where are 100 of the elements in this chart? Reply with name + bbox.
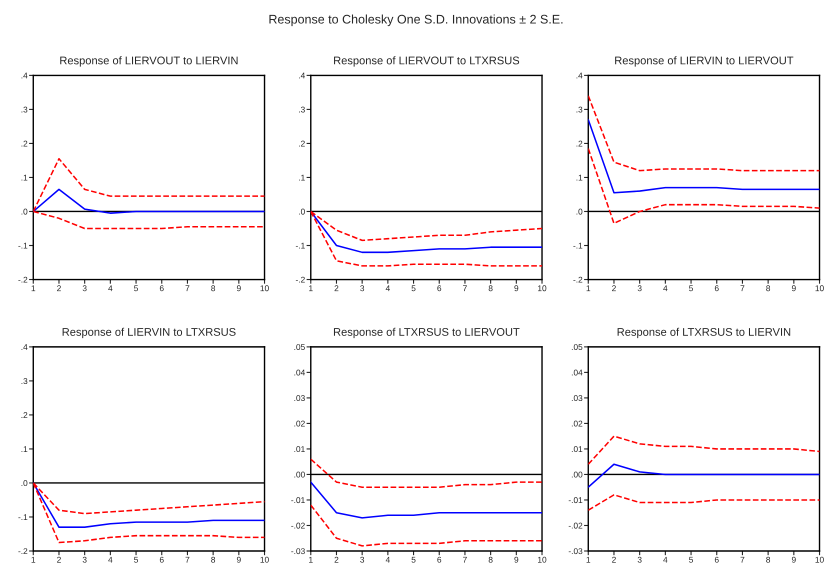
y-tick-label: -.2	[573, 276, 582, 283]
x-tick-label: 5	[134, 285, 138, 292]
y-tick-label: .03	[294, 395, 305, 402]
x-tick-label: 9	[514, 556, 518, 563]
y-tick-label: -.2	[296, 276, 305, 283]
y-tick-label: .2	[299, 140, 305, 146]
x-tick-label: 10	[816, 556, 824, 563]
y-tick-label: .4	[299, 72, 305, 78]
x-tick-label: 1	[32, 285, 36, 292]
y-tick-label: -.1	[18, 242, 28, 249]
text: Response to Cholesky One S.D. Innovations ± 2 S.E.	[269, 14, 562, 26]
x-tick-label: 8	[211, 285, 216, 292]
y-tick-label: .00	[294, 472, 305, 478]
x-tick-label: 9	[792, 556, 796, 563]
y-tick-label: .0	[576, 208, 582, 215]
y-tick-label: -.2	[18, 276, 28, 283]
y-tick-label: .0	[299, 208, 305, 215]
x-tick-label: 3	[360, 556, 364, 563]
y-tick-label: .0	[22, 480, 28, 486]
y-tick-label: .2	[576, 140, 582, 146]
y-tick-label: .4	[22, 344, 28, 350]
x-tick-label: 10	[260, 285, 269, 292]
x-tick-label: 6	[437, 285, 442, 292]
x-tick-label: 5	[412, 556, 416, 563]
y-tick-label: -.03	[568, 548, 582, 554]
x-tick-label: 9	[792, 285, 796, 292]
x-tick-label: 7	[463, 556, 467, 563]
x-tick-label: 4	[108, 556, 112, 563]
x-tick-label: 7	[186, 556, 190, 563]
x-tick-label: 7	[186, 285, 190, 292]
x-tick-label: 5	[689, 556, 694, 563]
y-tick-label: -.2	[18, 548, 28, 554]
x-tick-label: 1	[309, 556, 313, 563]
chart-title: Response of LIERVOUT to LTXRSUS	[334, 56, 520, 67]
x-tick-label: 6	[714, 556, 719, 563]
x-tick-label: 4	[663, 285, 668, 292]
y-tick-label: .1	[299, 174, 305, 180]
y-tick-label: .2	[22, 140, 28, 146]
y-tick-label: -.02	[568, 522, 582, 529]
x-tick-label: 10	[260, 556, 269, 563]
x-tick-label: 8	[488, 285, 493, 292]
x-tick-label: 5	[689, 285, 694, 292]
x-tick-label: 2	[612, 556, 616, 563]
y-tick-label: .04	[294, 370, 305, 376]
y-tick-label: -.1	[573, 242, 582, 249]
x-tick-label: 2	[334, 556, 338, 563]
x-tick-label: 5	[412, 285, 416, 292]
x-tick-label: 6	[437, 556, 442, 563]
chart-title: Response of LIERVIN to LTXRSUS	[62, 328, 236, 338]
y-tick-label: -.01	[568, 497, 582, 504]
y-tick-label: .03	[572, 395, 582, 402]
y-tick-label: -.02	[291, 522, 305, 529]
x-tick-label: 5	[134, 556, 138, 563]
x-tick-label: 3	[82, 285, 87, 292]
x-tick-label: 3	[82, 556, 87, 563]
y-tick-label: -.1	[296, 242, 305, 249]
y-tick-label: .2	[22, 412, 28, 418]
y-tick-label: -.03	[291, 548, 305, 554]
x-tick-label: 8	[488, 556, 493, 563]
x-tick-label: 2	[612, 285, 616, 292]
x-tick-label: 1	[586, 556, 590, 563]
x-tick-label: 7	[463, 285, 467, 292]
x-tick-label: 9	[236, 556, 241, 563]
y-tick-label: .3	[576, 106, 582, 113]
chart-title: Response of LTXRSUS to LIERVOUT	[334, 328, 520, 338]
y-tick-label: .05	[294, 344, 305, 350]
y-tick-label: .1	[576, 174, 582, 180]
x-tick-label: 10	[538, 556, 546, 563]
x-tick-label: 8	[211, 556, 216, 563]
y-tick-label: .01	[572, 446, 582, 452]
x-tick-label: 1	[32, 556, 36, 563]
y-tick-label: .3	[22, 106, 28, 113]
x-tick-label: 9	[236, 285, 241, 292]
y-tick-label: .3	[22, 378, 28, 384]
x-tick-label: 10	[538, 285, 546, 292]
y-tick-label: .1	[22, 174, 28, 180]
x-tick-label: 3	[638, 556, 642, 563]
chart-title: Response of LTXRSUS to LIERVIN	[618, 328, 790, 338]
x-tick-label: 4	[386, 556, 390, 563]
y-tick-label: -.01	[291, 497, 305, 504]
y-tick-label: .0	[22, 208, 28, 215]
x-tick-label: 4	[663, 556, 668, 563]
chart-title: Response of LIERVIN to LIERVOUT	[615, 56, 794, 67]
y-tick-label: .3	[299, 106, 305, 113]
x-tick-label: 7	[740, 285, 744, 292]
y-tick-label: .01	[294, 446, 305, 452]
x-tick-label: 4	[108, 285, 112, 292]
x-tick-label: 4	[386, 285, 390, 292]
x-tick-label: 3	[360, 285, 364, 292]
y-tick-label: .02	[572, 420, 582, 427]
x-tick-label: 6	[160, 556, 164, 563]
x-tick-label: 9	[514, 285, 518, 292]
y-tick-label: -.1	[18, 514, 28, 520]
x-tick-label: 6	[714, 285, 719, 292]
y-tick-label: .4	[22, 72, 28, 78]
y-tick-label: .00	[572, 472, 582, 478]
chart-title: Response of LIERVOUT to LIERVIN	[60, 56, 238, 67]
x-tick-label: 7	[740, 556, 744, 563]
x-tick-label: 2	[334, 285, 338, 292]
x-tick-label: 1	[586, 285, 590, 292]
